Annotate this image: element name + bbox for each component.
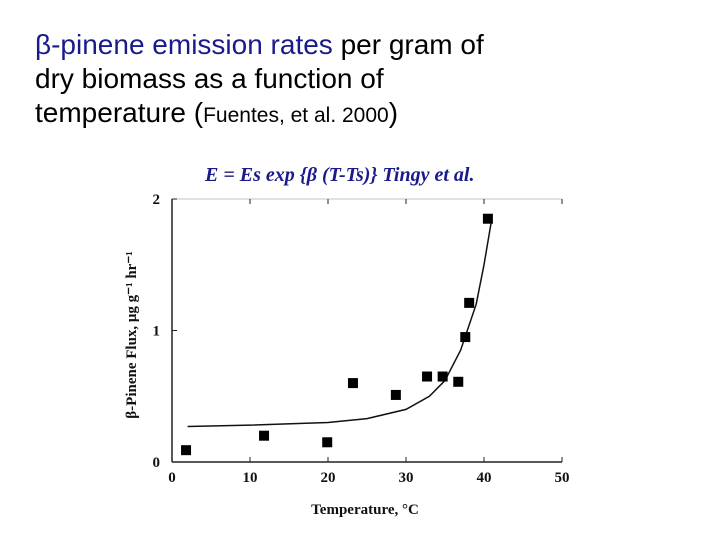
fit-curve — [187, 218, 493, 428]
y-tick-label: 2 — [153, 192, 161, 208]
title-highlight: β-pinene emission rates — [35, 29, 333, 60]
point — [437, 371, 448, 382]
title-text: temperature ( — [35, 97, 204, 128]
point — [259, 430, 270, 441]
y-axis-label: β-Pinene Flux, μg g⁻¹ hr⁻¹ — [124, 251, 140, 418]
point — [322, 437, 333, 448]
title-line: temperature (Fuentes, et al. 2000) — [35, 96, 484, 133]
point — [422, 371, 433, 382]
title-line: β-pinene emission rates per gram of — [35, 28, 484, 62]
x-tick-label: 50 — [555, 470, 570, 486]
point — [482, 213, 493, 224]
title-text: ) — [388, 97, 399, 128]
x-tick-label: 10 — [243, 470, 258, 486]
point — [460, 332, 471, 343]
point — [347, 378, 358, 389]
point — [453, 376, 464, 387]
point — [464, 297, 475, 308]
x-tick-label: 40 — [477, 470, 492, 486]
formula: E = Es exp {β (T-Ts)} Tingy et al. — [205, 164, 475, 186]
y-tick-label: 1 — [153, 324, 161, 340]
title-citation: Fuentes, et al. 2000 — [203, 104, 389, 127]
point — [390, 389, 401, 400]
x-axis-label: Temperature, °C — [311, 502, 419, 518]
title: β-pinene emission rates per gram of dry … — [35, 28, 484, 133]
x-tick-label: 0 — [168, 470, 176, 486]
title-line: dry biomass as a function of — [35, 63, 384, 94]
x-tick-label: 20 — [321, 470, 336, 486]
y-tick-label: 0 — [153, 455, 161, 471]
point — [181, 445, 192, 456]
title-text: per gram of — [332, 29, 484, 60]
x-tick-label: 30 — [399, 470, 414, 486]
